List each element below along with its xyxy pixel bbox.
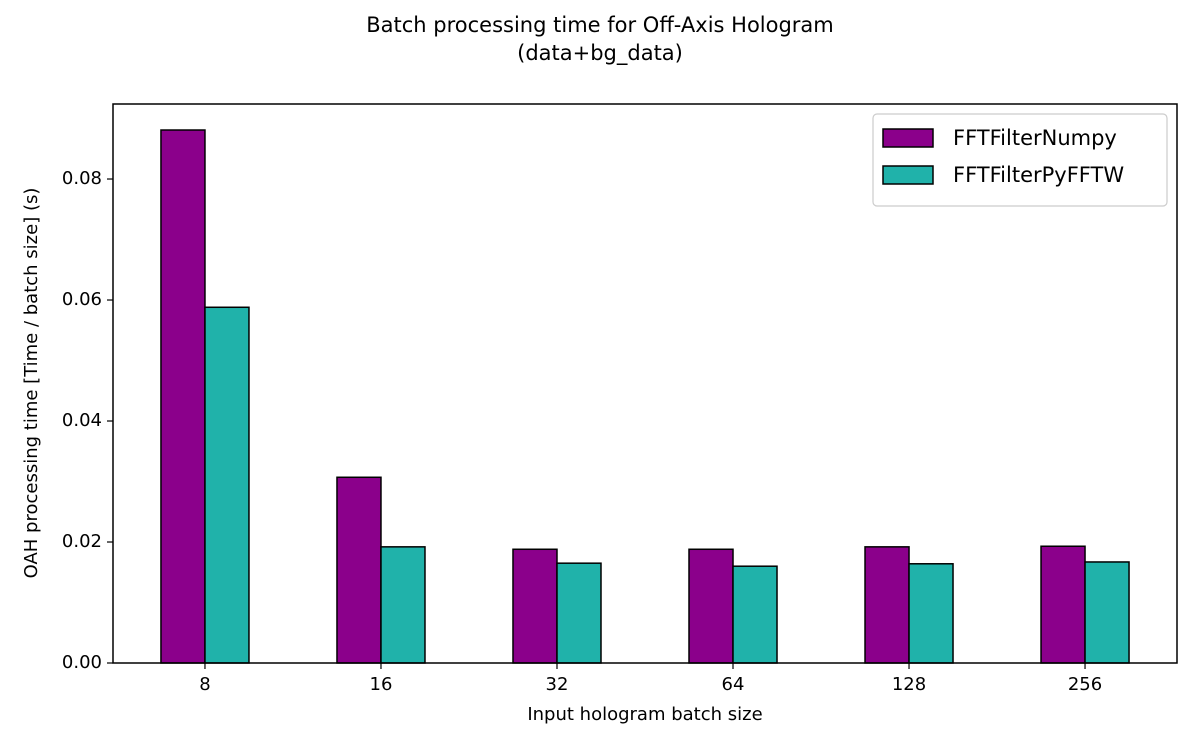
legend-swatch	[882, 165, 934, 185]
legend-text: FFTFilterPyFFTW	[953, 163, 1124, 187]
x-tick-label: 256	[1068, 674, 1102, 695]
chart-title: (data+bg_data)	[517, 41, 683, 66]
y-tick-label: 0.04	[62, 410, 102, 431]
y-tick-label: 0.06	[62, 289, 102, 310]
bar	[688, 548, 734, 664]
y-tick-label: 0.02	[62, 531, 102, 552]
x-axis-label: Input hologram batch size	[527, 704, 762, 725]
bar	[160, 129, 206, 664]
bar	[1084, 561, 1130, 664]
bar	[380, 546, 426, 664]
x-tick-label: 16	[370, 674, 393, 695]
plot-frame	[112, 103, 1178, 664]
x-tick-label: 32	[546, 674, 569, 695]
y-tick-label: 0.08	[62, 168, 102, 189]
x-tick-label: 128	[892, 674, 926, 695]
bar	[336, 476, 382, 664]
bar	[556, 562, 602, 664]
bar	[204, 306, 250, 664]
legend-text: FFTFilterNumpy	[953, 126, 1117, 150]
chart-title: Batch processing time for Off-Axis Holog…	[366, 13, 834, 37]
bar	[512, 548, 558, 664]
bar	[732, 565, 778, 664]
y-tick-label: 0.00	[62, 652, 102, 673]
bar	[908, 563, 954, 664]
legend-box	[872, 113, 1168, 207]
x-tick-label: 64	[722, 674, 745, 695]
x-tick-label: 8	[199, 674, 210, 695]
bar	[864, 546, 910, 664]
y-axis-label: OAH processing time [Time / batch size] …	[21, 188, 42, 579]
legend-swatch	[882, 128, 934, 148]
bar	[1040, 545, 1086, 664]
